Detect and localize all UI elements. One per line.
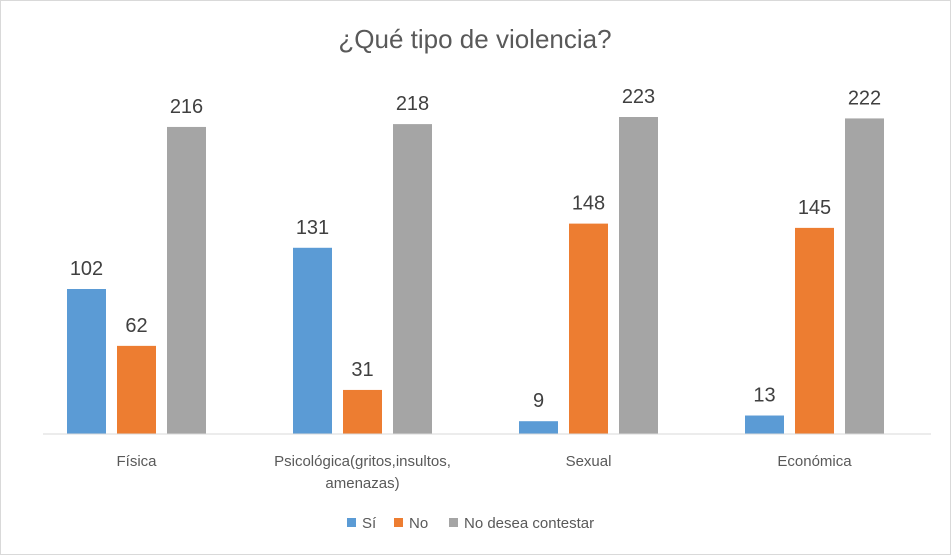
legend-label: No	[409, 515, 428, 532]
data-label: 9	[533, 390, 544, 412]
bar	[619, 117, 658, 434]
bar	[845, 118, 884, 435]
bar	[167, 126, 206, 434]
data-labels-group: 102 62 216 131 31 218 9 148 223 13 145 222	[70, 86, 881, 412]
data-label: 13	[753, 385, 775, 407]
legend-label: Sí	[362, 515, 377, 532]
data-label: 145	[798, 197, 831, 219]
bar	[343, 389, 382, 434]
category-label: amenazas)	[325, 475, 399, 492]
data-label: 31	[351, 359, 373, 381]
category-label: Económica	[777, 453, 852, 470]
legend-label: No desea contestar	[464, 515, 594, 532]
bars-group	[67, 117, 884, 435]
legend-swatch	[347, 518, 356, 527]
legend: Sí No No desea contestar	[347, 515, 594, 532]
data-label: 62	[125, 315, 147, 337]
data-label: 131	[296, 217, 329, 239]
category-label: Psicológica(gritos,insultos,	[274, 453, 451, 470]
category-labels-group: Física Psicológica(gritos,insultos, amenaz…	[116, 453, 852, 492]
bar	[67, 289, 106, 434]
bar	[745, 415, 784, 434]
category-label: Sexual	[566, 453, 612, 470]
legend-swatch	[394, 518, 403, 527]
bar	[795, 227, 834, 434]
chart-title: ¿Qué tipo de violencia?	[338, 24, 611, 54]
bar	[519, 421, 558, 434]
data-label: 216	[170, 96, 203, 118]
data-label: 148	[572, 193, 605, 215]
bar	[293, 247, 332, 434]
bar	[393, 124, 432, 435]
category-label: Física	[116, 453, 157, 470]
data-label: 218	[396, 93, 429, 115]
data-label: 222	[848, 87, 881, 109]
data-label: 223	[622, 86, 655, 108]
legend-swatch	[449, 518, 458, 527]
data-label: 102	[70, 258, 103, 280]
bar	[569, 223, 608, 434]
bar	[117, 345, 156, 434]
